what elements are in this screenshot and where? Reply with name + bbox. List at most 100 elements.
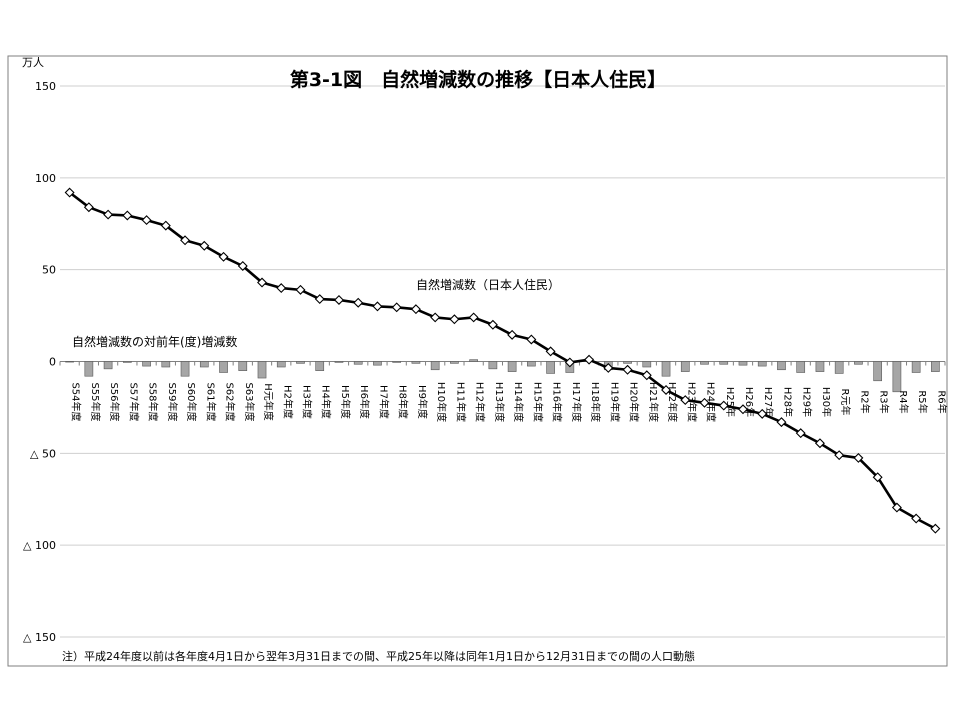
bar	[334, 361, 344, 363]
bar	[142, 361, 151, 367]
data-point	[795, 428, 806, 439]
data-point	[103, 209, 114, 220]
bar	[469, 359, 478, 362]
y-tick-label: 100	[35, 172, 56, 185]
bar	[84, 361, 94, 377]
x-tick-label: R4年	[897, 390, 910, 413]
data-point	[680, 395, 691, 406]
data-point	[699, 397, 710, 408]
data-point	[872, 472, 883, 483]
data-point	[372, 301, 383, 312]
chart-frame	[7, 55, 948, 667]
bar	[546, 361, 555, 374]
bar	[161, 361, 171, 368]
bar	[507, 361, 517, 372]
bar	[353, 361, 363, 365]
bar	[815, 361, 825, 372]
x-tick-label: H16年度	[551, 382, 564, 422]
x-tick-label: H元年度	[262, 383, 275, 421]
data-point	[564, 357, 575, 368]
x-tick-label: S61年度	[204, 382, 217, 421]
data-point	[257, 277, 267, 288]
x-tick-label: H17年度	[570, 382, 583, 422]
data-point	[526, 334, 537, 345]
data-point	[180, 235, 191, 246]
data-point	[891, 502, 902, 513]
x-tick-label: R5年	[916, 390, 929, 413]
data-point	[834, 450, 845, 461]
bar	[661, 361, 671, 377]
data-point	[64, 187, 75, 198]
data-point	[718, 400, 729, 411]
y-tick-label: △ 100	[23, 539, 56, 552]
x-tick-label: H25年	[724, 387, 737, 417]
x-tick-label: S58年度	[147, 382, 160, 421]
x-tick-label: H12年度	[474, 382, 487, 422]
bar	[450, 361, 459, 364]
bar	[680, 361, 690, 372]
x-tick-label: H24年度	[705, 382, 718, 422]
data-point	[218, 251, 229, 262]
x-tick-label: H10年度	[435, 382, 448, 422]
data-point	[160, 220, 171, 231]
data-point	[738, 404, 748, 415]
data-point	[776, 417, 787, 428]
data-point	[410, 304, 421, 315]
data-point	[276, 283, 287, 294]
data-point	[295, 284, 306, 295]
bar	[777, 361, 786, 371]
bar	[911, 361, 921, 373]
data-point	[757, 408, 768, 419]
data-point	[814, 438, 825, 449]
data-point	[468, 312, 479, 323]
bar	[219, 361, 228, 373]
y-tick-layer: 150 100 50 0 △ 50 △ 100 △ 150	[23, 80, 56, 644]
y-tick-label: 50	[42, 264, 56, 277]
y-tick-label: △ 50	[30, 447, 56, 460]
bar	[276, 361, 286, 368]
x-tick-label: S60年度	[185, 382, 198, 421]
data-point	[622, 364, 633, 375]
bar	[392, 361, 402, 363]
bar	[642, 361, 652, 368]
bar	[527, 361, 536, 367]
chart-title: 第3-1図 自然増減数の推移【日本人住民】	[290, 68, 666, 91]
x-tick-label: H5年度	[339, 385, 352, 419]
y-tick-label: 150	[35, 80, 56, 93]
x-tick-label: R元年	[839, 389, 852, 416]
bar	[411, 361, 421, 364]
bar	[430, 361, 440, 371]
bar	[719, 361, 729, 365]
x-tick-label: H28年	[781, 387, 794, 417]
footnote: 注）平成24年度以前は各年度4月1日から翌年3月31日までの間、平成25年以降は…	[62, 649, 695, 663]
x-tick-label: H8年度	[397, 385, 410, 419]
line-series-label: 自然増減数（日本人住民）	[416, 277, 560, 292]
x-tick-label: R6年	[935, 390, 948, 413]
bar	[892, 361, 902, 393]
x-tick-label: S63年度	[243, 382, 256, 421]
data-point	[487, 319, 498, 330]
bar	[373, 361, 382, 366]
x-tick-label: S55年度	[89, 382, 102, 421]
x-tick-label: H13年度	[493, 382, 506, 422]
bar	[103, 361, 113, 370]
x-tick-label: H9年度	[416, 385, 429, 419]
x-tick-label: R2年	[858, 390, 871, 413]
data-point	[603, 362, 614, 373]
data-point	[353, 297, 364, 308]
x-tick-label: H15年度	[531, 382, 544, 422]
bar	[296, 361, 305, 364]
x-tick-label: S59年度	[166, 382, 179, 421]
bar	[199, 361, 209, 368]
series-line	[68, 191, 936, 530]
x-tick-label: S62年度	[224, 382, 237, 421]
bar	[65, 361, 74, 363]
line-layer	[64, 187, 941, 534]
bar	[315, 361, 325, 371]
bar	[180, 361, 190, 377]
x-tick-label: S54年度	[70, 382, 83, 421]
data-point	[930, 523, 941, 534]
data-point	[391, 302, 402, 313]
x-tick-label: S56年度	[108, 382, 121, 421]
